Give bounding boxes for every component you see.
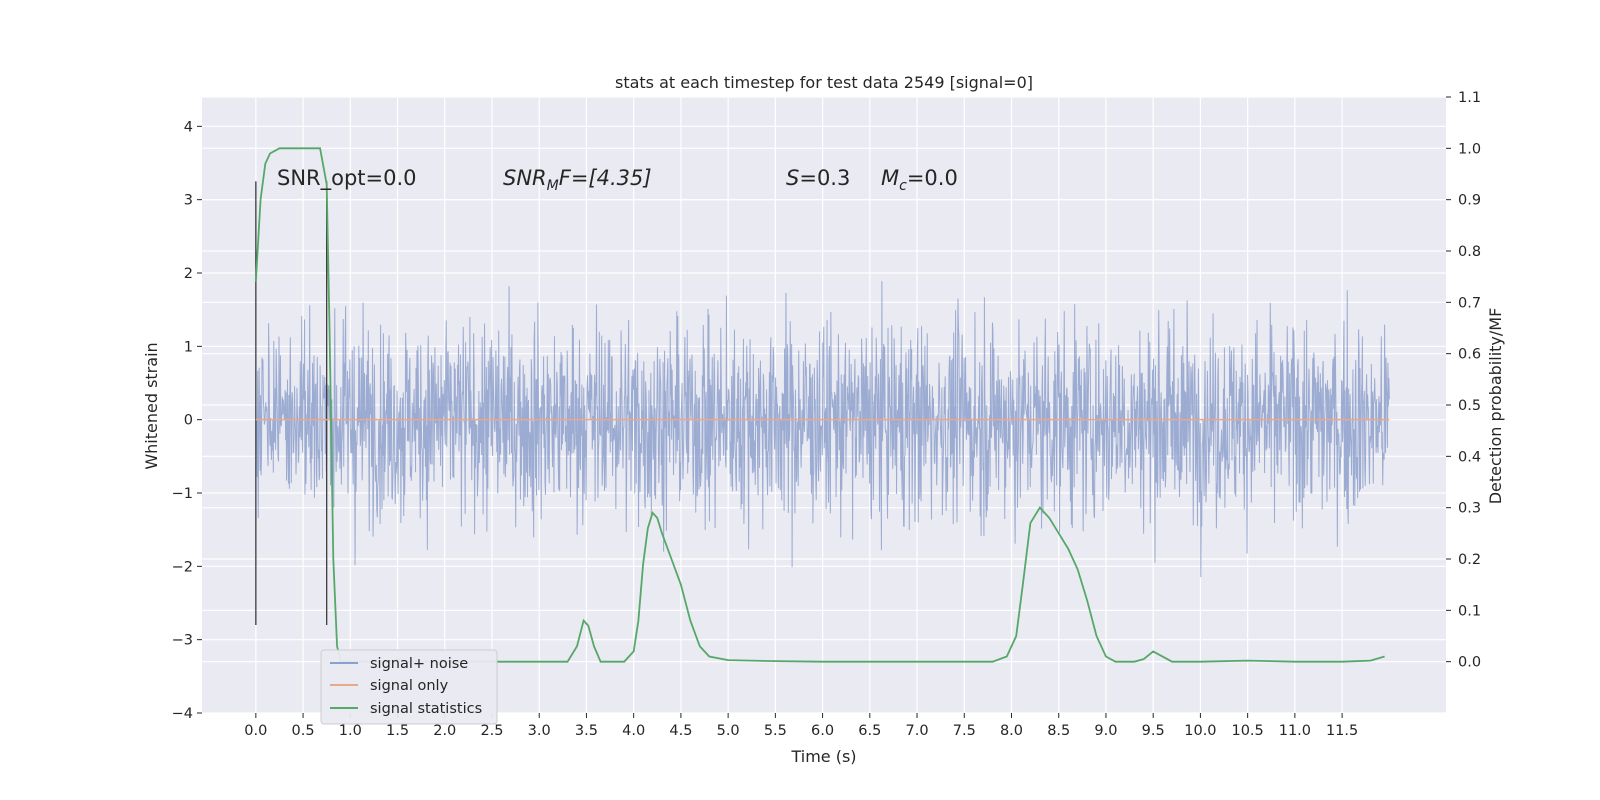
snr-mf-suffix: F=[4.35] xyxy=(559,166,652,190)
y-right-tick-label: 0.0 xyxy=(1458,655,1481,671)
y-right-tick-label: 0.4 xyxy=(1458,449,1481,465)
signal-statistics-series xyxy=(254,147,1385,663)
x-tick-label: 1.5 xyxy=(386,723,409,739)
y-tick-label: −4 xyxy=(172,706,193,722)
chart-title: stats at each timestep for test data 254… xyxy=(615,73,1033,92)
x-tick-label: 11.0 xyxy=(1279,723,1311,739)
x-tick-label: 6.5 xyxy=(858,723,881,739)
y-tick-label: 0 xyxy=(184,413,193,429)
y-right-tick-label: 0.3 xyxy=(1458,501,1481,517)
y-right-tick-label: 0.5 xyxy=(1458,398,1481,414)
signal-noise-series xyxy=(255,281,1390,578)
legend-label-signal-statistics: signal statistics xyxy=(370,701,482,717)
x-tick-label: 9.5 xyxy=(1142,723,1165,739)
y-right-tick-label: 0.6 xyxy=(1458,347,1481,363)
annotation-s: S=0.3 xyxy=(786,166,850,190)
y-tick-label: −1 xyxy=(172,486,193,502)
x-tick-label: 6.0 xyxy=(811,723,834,739)
legend-box xyxy=(320,649,498,725)
legend-label-signal-only: signal only xyxy=(370,678,449,694)
y-right-tick-label: 1.0 xyxy=(1458,141,1481,157)
y-tick-label: 2 xyxy=(184,266,193,282)
snr-mf-sub: M xyxy=(547,178,559,194)
signal-noise-line xyxy=(255,281,1390,578)
legend: signal+ noise signal only signal statist… xyxy=(320,649,498,725)
y-axis-label-left: Whitened strain xyxy=(142,342,161,469)
s-suffix: =0.3 xyxy=(799,166,850,190)
mc-prefix: M xyxy=(881,166,899,190)
x-tick-label: 8.5 xyxy=(1047,723,1070,739)
signal-statistics-line xyxy=(254,147,1385,663)
y-right-tick-label: 0.1 xyxy=(1458,603,1481,619)
y-right-ticks: 0.0 0.1 0.2 0.3 0.4 0.5 0.6 0.7 0.8 0.9 1.0 1.1 xyxy=(1446,90,1481,671)
y-right-tick-label: 0.2 xyxy=(1458,552,1481,568)
snr-mf-prefix: SNR xyxy=(503,166,547,190)
legend-label-signal-noise: signal+ noise xyxy=(370,656,468,672)
x-tick-label: 8.0 xyxy=(1000,723,1023,739)
y-axis-label-right: Detection probability/MF xyxy=(1486,308,1505,505)
y-left-ticks: −4 −3 −2 −1 0 1 2 3 4 xyxy=(172,119,202,722)
y-right-tick-label: 1.1 xyxy=(1458,90,1481,106)
x-tick-label: 7.5 xyxy=(953,723,976,739)
y-tick-label: −2 xyxy=(172,559,193,575)
x-tick-label: 4.0 xyxy=(622,723,645,739)
x-tick-label: 3.0 xyxy=(528,723,551,739)
x-tick-label: 5.5 xyxy=(764,723,787,739)
mc-suffix: =0.0 xyxy=(907,166,958,190)
x-tick-label: 0.5 xyxy=(292,723,315,739)
x-axis-ticks: 0.0 0.5 1.0 1.5 2.0 2.5 3.0 3.5 4.0 4.5 5.0 5.5 6.0 6… xyxy=(244,713,1358,739)
x-tick-label: 7.0 xyxy=(906,723,929,739)
x-tick-label: 3.5 xyxy=(575,723,598,739)
y-tick-label: −3 xyxy=(172,633,193,649)
annotation-snr-mf: SNRMF=[4.35] xyxy=(503,166,652,194)
y-right-tick-label: 0.8 xyxy=(1458,244,1481,260)
annotation-snr-opt: SNR_opt=0.0 xyxy=(277,166,417,191)
x-tick-label: 10.0 xyxy=(1184,723,1216,739)
x-tick-label: 10.5 xyxy=(1231,723,1263,739)
x-axis-label: Time (s) xyxy=(790,747,856,766)
x-tick-label: 5.0 xyxy=(717,723,740,739)
x-tick-label: 2.5 xyxy=(480,723,503,739)
y-tick-label: 4 xyxy=(184,119,193,135)
annotation-mc: Mc=0.0 xyxy=(881,166,958,194)
x-tick-label: 11.5 xyxy=(1326,723,1358,739)
x-tick-label: 1.0 xyxy=(339,723,362,739)
x-tick-label: 9.0 xyxy=(1094,723,1117,739)
y-right-tick-label: 0.7 xyxy=(1458,295,1481,311)
y-right-tick-label: 0.9 xyxy=(1458,193,1481,209)
x-tick-label: 2.0 xyxy=(433,723,456,739)
mc-sub: c xyxy=(899,178,907,194)
x-tick-label: 4.5 xyxy=(669,723,692,739)
s-prefix: S xyxy=(786,166,799,190)
y-tick-label: 1 xyxy=(184,339,193,355)
vertical-markers xyxy=(255,181,328,625)
y-tick-label: 3 xyxy=(184,193,193,209)
x-tick-label: 0.0 xyxy=(244,723,267,739)
